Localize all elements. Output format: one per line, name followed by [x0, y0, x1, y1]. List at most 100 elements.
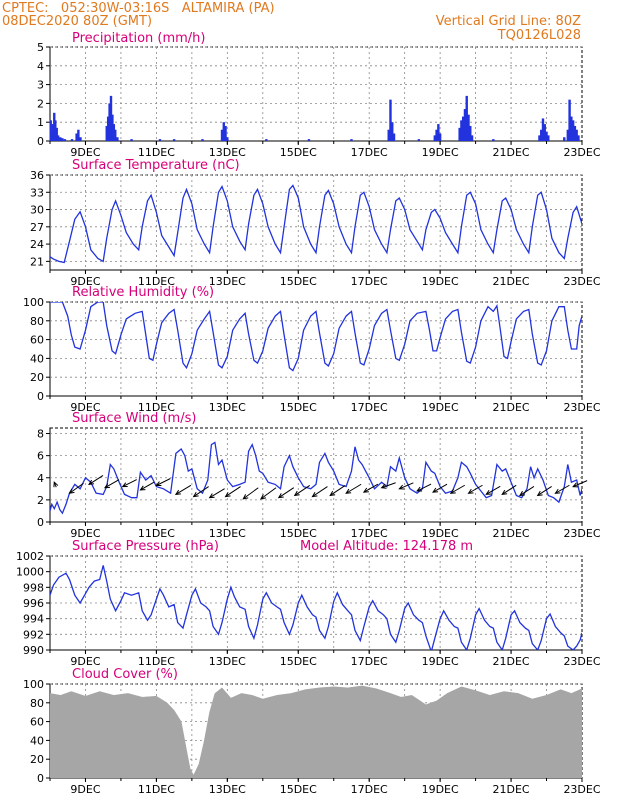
- precip-xtick-label: 23DEC: [563, 146, 600, 159]
- cloud-xtick-label: 9DEC: [70, 783, 100, 796]
- pres-xtick-label: 15DEC: [280, 655, 317, 668]
- cloud-ytick-label: 100: [23, 678, 44, 691]
- precip-bar: [350, 139, 353, 141]
- cloud-panel: 0 20 40 60 80 100 9DEC 11DEC 13DEC 15DEC 17DEC 19DE…: [23, 667, 601, 796]
- precip-bar: [220, 129, 224, 141]
- precip-bar: [417, 139, 421, 141]
- wind-series-line: [50, 441, 582, 515]
- wind-arrow: [450, 484, 466, 494]
- cloud-xtick-label: 23DEC: [563, 783, 600, 796]
- precip-bar: [541, 118, 545, 141]
- precip-bar: [130, 139, 133, 141]
- wind-arrow: [294, 485, 310, 496]
- wind-xtick-label: 9DEC: [70, 527, 100, 540]
- wind-arrow-head: [192, 492, 199, 498]
- precip-bar: [463, 109, 467, 141]
- wind-xtick-label: 15DEC: [280, 527, 317, 540]
- wind-title: Surface Wind (m/s): [72, 411, 196, 426]
- wind-arrow: [88, 474, 104, 485]
- wind-arrow: [225, 486, 241, 497]
- wind-xtick-label: 13DEC: [209, 527, 246, 540]
- precip-bar: [571, 120, 575, 141]
- wind-arrow: [345, 483, 362, 494]
- wind-arrow: [432, 483, 448, 493]
- rh-xtick-label: 23DEC: [563, 401, 600, 414]
- precip-bar: [435, 129, 438, 141]
- wind-arrow: [69, 482, 84, 494]
- precip-title: Precipitation (mm/h): [72, 31, 205, 46]
- wind-arrow-head: [572, 482, 579, 488]
- precip-bar: [158, 139, 162, 141]
- precip-bar: [392, 133, 396, 141]
- cloud-ytick-label: 60: [30, 716, 44, 729]
- wind-arrow-head: [88, 479, 95, 486]
- precip-bar: [467, 114, 470, 141]
- wind-arrow-head: [416, 486, 423, 492]
- precip-bar: [433, 135, 437, 141]
- rh-ytick-label: 0: [37, 390, 44, 403]
- wind-arrow-head: [432, 487, 439, 493]
- precip-bar: [547, 135, 550, 141]
- rh-series-line: [50, 302, 582, 372]
- cloud-title: Cloud Cover (%): [72, 667, 178, 682]
- precip-bar: [492, 139, 495, 141]
- precip-bar: [54, 120, 57, 141]
- temp-xtick-label: 23DEC: [563, 275, 600, 288]
- precip-bar: [577, 135, 580, 141]
- temp-series-line: [50, 184, 582, 264]
- precip-ytick-label: 4: [37, 60, 44, 73]
- wind-arrow-head: [554, 488, 561, 494]
- precip-xtick-label: 21DEC: [493, 146, 530, 159]
- precip-xtick-label: 17DEC: [351, 146, 388, 159]
- rh-panel: 0 20 40 60 80 100 9DEC 11DEC 13DEC 15DEC 17DEC 19DE…: [23, 285, 601, 414]
- header-line2-left: 08DEC2020 80Z (GMT): [2, 14, 153, 29]
- precip-xtick-label: 19DEC: [422, 146, 459, 159]
- wind-arrow: [468, 484, 483, 494]
- wind-arrow-head: [329, 490, 336, 497]
- temp-ytick-label: 21: [30, 255, 44, 268]
- rh-ytick-label: 20: [30, 371, 44, 384]
- temp-xtick-label: 11DEC: [138, 275, 175, 288]
- precip-bar: [389, 99, 392, 141]
- temp-ytick-label: 24: [30, 238, 44, 251]
- wind-arrow: [312, 486, 328, 497]
- wind-arrow: [485, 485, 501, 495]
- temp-xtick-label: 19DEC: [422, 275, 459, 288]
- precip-bar: [79, 137, 82, 141]
- rh-xtick-label: 13DEC: [209, 401, 246, 414]
- precip-bar: [573, 125, 577, 141]
- wind-arrow-head: [242, 494, 249, 500]
- precip-bar: [49, 120, 52, 141]
- precip-bar: [438, 133, 442, 141]
- precip-bar: [387, 129, 390, 141]
- precip-bar: [460, 120, 463, 141]
- precip-xtick-label: 11DEC: [138, 146, 175, 159]
- temp-ytick-label: 33: [30, 186, 44, 199]
- precip-bar: [172, 139, 176, 141]
- precip-bar: [566, 129, 570, 141]
- precip-bar: [51, 124, 55, 141]
- rh-xtick-label: 11DEC: [138, 401, 175, 414]
- precip-bar: [265, 139, 268, 141]
- pres-annotation: Model Altitude: 124.178 m: [300, 539, 473, 554]
- precip-bar: [575, 129, 578, 141]
- precip-bar: [116, 137, 119, 141]
- cloud-cover-area: [50, 685, 582, 778]
- wind-xtick-label: 11DEC: [138, 527, 175, 540]
- wind-arrow-head: [293, 490, 300, 497]
- wind-arrow-head: [501, 489, 508, 495]
- wind-ytick-label: 0: [37, 516, 44, 529]
- header-line2-right: Vertical Grid Line: 80Z: [435, 14, 581, 29]
- cloud-xtick-label: 11DEC: [138, 783, 175, 796]
- wind-panel: 0 2 4 6 8 9DEC 11DEC 13DEC 15DEC 17DEC 19DEC 21DEC 2…: [37, 411, 601, 540]
- rh-xtick-label: 17DEC: [351, 401, 388, 414]
- pres-xtick-label: 17DEC: [351, 655, 388, 668]
- header-line1-left: CPTEC: 052:30W-03:16S ALTAMIRA (PA): [2, 1, 275, 16]
- wind-arrow: [193, 486, 209, 497]
- precip-ytick-label: 5: [37, 41, 44, 54]
- rh-ytick-label: 60: [30, 334, 44, 347]
- precip-xtick-label: 15DEC: [280, 146, 317, 159]
- wind-arrow-head: [449, 488, 456, 494]
- rh-xtick-label: 15DEC: [280, 401, 317, 414]
